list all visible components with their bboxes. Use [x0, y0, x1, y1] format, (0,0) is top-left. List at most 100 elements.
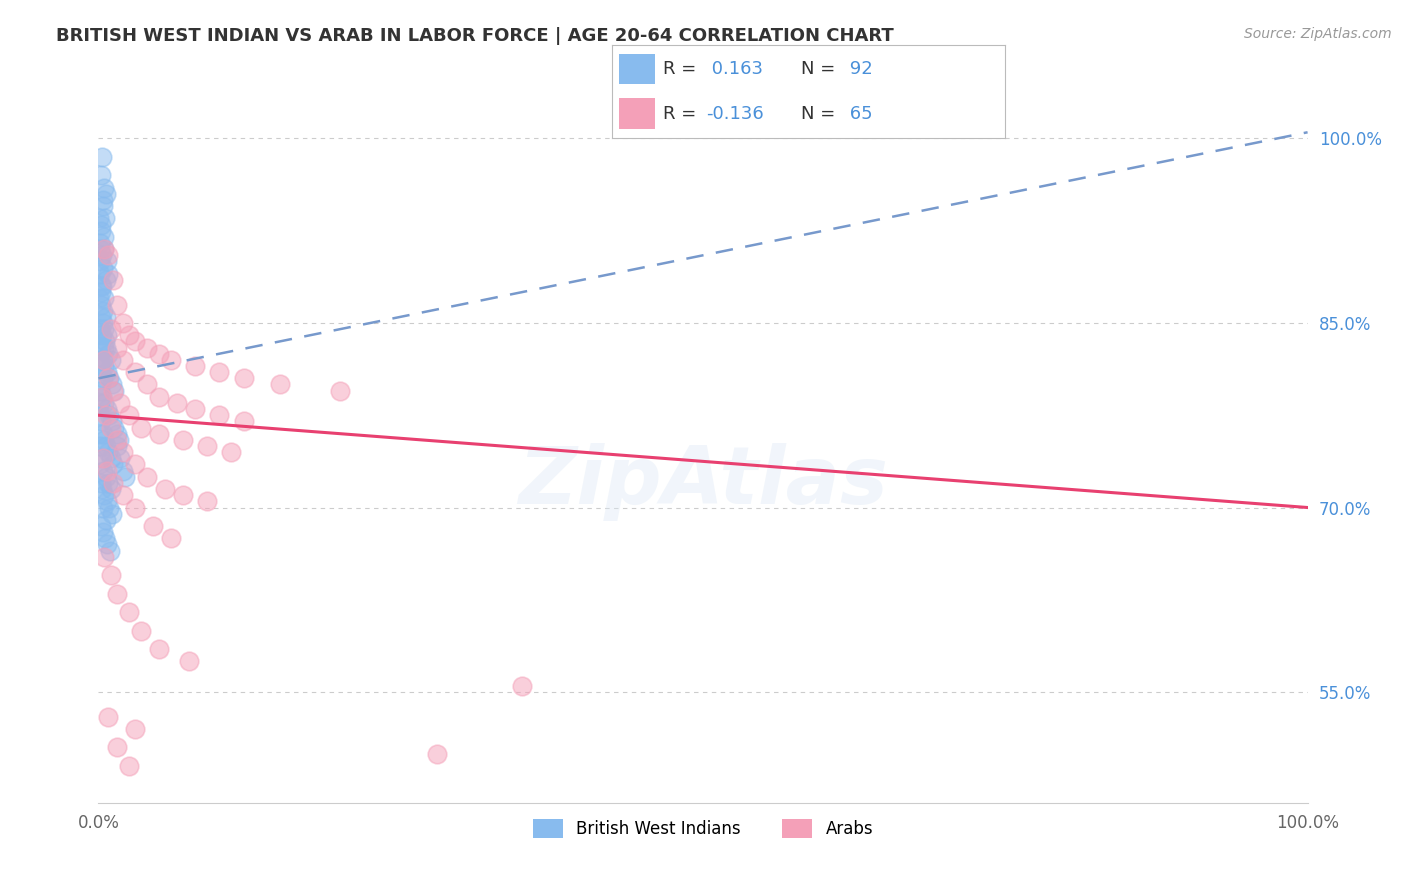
Text: N =: N = [800, 105, 841, 123]
Point [208, 409, 231, 423]
Point [91, 279, 114, 293]
Point [94, 310, 117, 324]
Point [329, 384, 352, 398]
Point [135, 469, 157, 483]
Point [105, 426, 128, 441]
Point [89, 439, 111, 453]
Point [108, 433, 131, 447]
Point [103, 420, 125, 434]
Point [91, 390, 114, 404]
Point [97, 248, 120, 262]
Point [101, 458, 124, 472]
Point [108, 396, 131, 410]
Point [179, 654, 201, 668]
Point [232, 414, 254, 428]
Point [90, 414, 112, 428]
Point [124, 365, 146, 379]
Point [96, 402, 118, 417]
Text: 0.163: 0.163 [706, 60, 763, 78]
Point [91, 316, 114, 330]
Point [91, 482, 114, 496]
Point [97, 371, 120, 385]
Point [90, 475, 112, 490]
Point [96, 537, 118, 551]
Point [105, 341, 128, 355]
Point [510, 679, 533, 693]
Point [118, 605, 141, 619]
Point [108, 451, 131, 466]
Point [93, 242, 115, 256]
Point [100, 352, 122, 367]
Point [91, 193, 114, 207]
Point [100, 507, 122, 521]
Point [90, 224, 112, 238]
Point [93, 488, 115, 502]
Point [91, 451, 114, 466]
Point [101, 384, 124, 398]
Point [93, 433, 115, 447]
Point [91, 390, 114, 404]
Point [93, 230, 115, 244]
Point [105, 297, 128, 311]
Text: Source: ZipAtlas.com: Source: ZipAtlas.com [1244, 27, 1392, 41]
Point [208, 365, 231, 379]
Point [148, 390, 170, 404]
Point [89, 409, 111, 423]
Point [93, 322, 115, 336]
Point [124, 458, 146, 472]
Point [98, 500, 121, 515]
Point [96, 365, 118, 379]
Point [90, 451, 112, 466]
Point [100, 482, 122, 496]
Point [96, 254, 118, 268]
Text: BRITISH WEST INDIAN VS ARAB IN LABOR FORCE | AGE 20-64 CORRELATION CHART: BRITISH WEST INDIAN VS ARAB IN LABOR FOR… [56, 27, 894, 45]
Point [91, 260, 114, 275]
Point [89, 254, 111, 268]
Point [91, 464, 114, 478]
Point [91, 500, 114, 515]
Point [184, 359, 207, 373]
Point [100, 322, 122, 336]
Point [153, 482, 176, 496]
Point [101, 273, 124, 287]
Point [97, 347, 120, 361]
Bar [620, 54, 655, 85]
Point [90, 169, 112, 183]
Point [91, 426, 114, 441]
Point [93, 549, 115, 564]
Point [195, 439, 218, 453]
Point [221, 445, 243, 459]
Point [94, 211, 117, 226]
Point [89, 396, 111, 410]
Point [124, 334, 146, 349]
Legend: British West Indians, Arabs: British West Indians, Arabs [526, 812, 880, 845]
Point [105, 740, 128, 755]
Point [105, 433, 128, 447]
Point [172, 488, 194, 502]
Point [93, 359, 115, 373]
Point [97, 371, 120, 385]
Text: R =: R = [662, 60, 702, 78]
Text: R =: R = [662, 105, 702, 123]
Point [103, 384, 125, 398]
Point [90, 285, 112, 300]
Point [94, 469, 117, 483]
Point [90, 310, 112, 324]
Text: 92: 92 [844, 60, 873, 78]
Point [97, 445, 120, 459]
Point [89, 458, 111, 472]
Point [184, 402, 207, 417]
Point [91, 303, 114, 318]
Point [94, 531, 117, 545]
Point [97, 475, 120, 490]
Point [89, 235, 111, 250]
Text: 65: 65 [844, 105, 873, 123]
Point [91, 371, 114, 385]
Point [124, 722, 146, 736]
Point [100, 568, 122, 582]
Point [96, 328, 118, 343]
Point [91, 150, 114, 164]
Point [105, 587, 128, 601]
Text: ZipAtlas: ZipAtlas [517, 442, 889, 521]
Point [90, 359, 112, 373]
